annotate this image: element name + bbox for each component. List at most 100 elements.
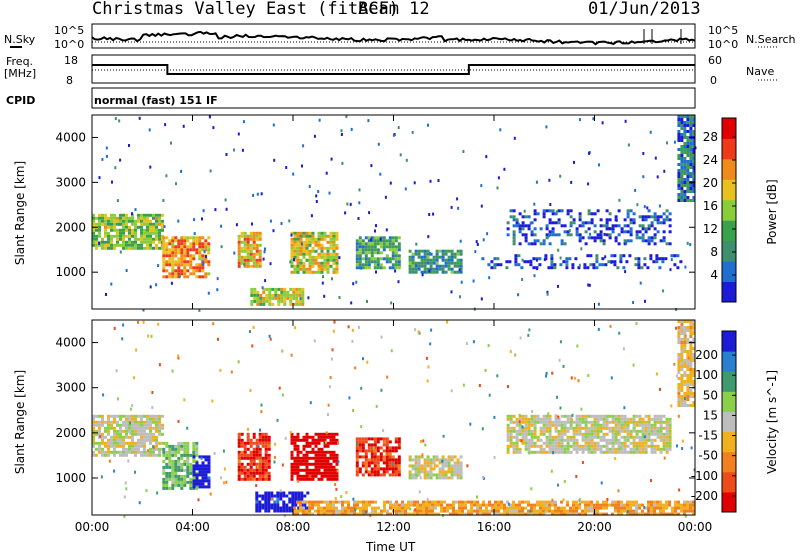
data-cell xyxy=(92,234,95,238)
data-cell xyxy=(189,480,193,484)
data-cell xyxy=(613,254,617,258)
data-cell xyxy=(276,494,280,498)
noise-frame xyxy=(91,23,696,49)
data-cell xyxy=(638,503,641,507)
data-cell xyxy=(450,267,454,271)
data-cell xyxy=(506,426,510,430)
scatter-cell xyxy=(255,484,258,487)
data-cell xyxy=(364,455,368,459)
data-cell xyxy=(335,252,339,256)
data-cell xyxy=(168,486,172,490)
data-cell xyxy=(680,175,684,178)
data-cell xyxy=(590,221,594,225)
data-cell xyxy=(171,444,175,448)
data-cell xyxy=(143,222,146,226)
data-cell xyxy=(131,441,134,445)
data-cell xyxy=(458,509,461,513)
data-cell xyxy=(441,470,445,474)
data-cell xyxy=(689,374,693,377)
data-cell xyxy=(297,506,301,510)
data-cell xyxy=(264,456,268,460)
data-cell xyxy=(149,426,152,430)
data-cell xyxy=(285,509,289,513)
data-cell xyxy=(677,163,681,166)
data-cell xyxy=(459,476,463,480)
data-cell xyxy=(557,420,561,424)
data-cell xyxy=(512,506,515,510)
data-cell xyxy=(249,249,253,253)
data-cell xyxy=(314,270,318,274)
data-cell xyxy=(101,222,104,226)
scatter-cell xyxy=(677,414,680,418)
data-cell xyxy=(195,461,199,465)
data-cell xyxy=(186,447,190,451)
data-cell xyxy=(143,231,146,235)
data-cell xyxy=(149,231,152,235)
data-cell xyxy=(373,248,377,252)
data-cell xyxy=(575,447,579,451)
data-cell xyxy=(686,341,690,344)
data-cell xyxy=(128,450,131,454)
data-cell xyxy=(332,231,336,235)
data-cell xyxy=(110,240,113,244)
data-cell xyxy=(456,470,460,474)
data-cell xyxy=(595,257,599,261)
data-cell xyxy=(425,506,428,510)
data-cell xyxy=(119,243,122,247)
data-cell xyxy=(314,237,318,241)
scatter-cell xyxy=(548,178,551,182)
data-cell xyxy=(267,453,271,457)
scatter-cell xyxy=(420,440,422,443)
data-cell xyxy=(641,432,645,436)
data-cell xyxy=(207,242,211,246)
data-cell xyxy=(125,246,128,250)
data-cell xyxy=(201,242,205,246)
data-cell xyxy=(388,257,392,261)
data-cell xyxy=(113,246,116,250)
data-cell xyxy=(143,228,146,232)
data-cell xyxy=(641,441,645,445)
data-cell xyxy=(530,450,534,454)
scatter-cell xyxy=(260,192,263,196)
data-cell xyxy=(98,450,101,454)
scatter-cell xyxy=(274,442,277,446)
scatter-cell xyxy=(307,296,310,300)
data-cell xyxy=(379,446,383,450)
data-cell xyxy=(293,441,297,445)
data-cell xyxy=(98,231,101,235)
scatter-cell xyxy=(182,124,185,128)
scatter-cell xyxy=(484,368,487,372)
data-cell xyxy=(452,500,455,504)
data-cell xyxy=(329,432,333,436)
data-cell xyxy=(533,509,536,513)
data-cell xyxy=(680,196,684,199)
data-cell xyxy=(95,453,98,457)
data-cell xyxy=(414,261,418,265)
data-cell xyxy=(605,417,609,421)
data-cell xyxy=(165,248,169,252)
scatter-cell xyxy=(129,421,131,425)
data-cell xyxy=(198,248,202,252)
data-cell xyxy=(632,500,635,504)
data-cell xyxy=(601,257,605,261)
data-cell xyxy=(262,296,266,300)
data-cell xyxy=(110,225,113,229)
data-cell xyxy=(258,471,262,475)
data-cell xyxy=(419,509,422,513)
data-cell xyxy=(620,503,623,507)
data-cell xyxy=(104,240,107,244)
scatter-cell xyxy=(676,374,678,378)
data-cell xyxy=(521,438,525,442)
data-cell xyxy=(301,299,305,303)
data-cell xyxy=(152,417,155,421)
data-cell xyxy=(589,254,593,258)
data-cell xyxy=(530,414,534,418)
data-cell xyxy=(376,242,380,246)
data-cell xyxy=(434,506,437,510)
data-cell xyxy=(545,435,549,439)
data-cell xyxy=(423,270,427,274)
data-cell xyxy=(183,236,187,240)
data-cell xyxy=(367,470,371,474)
data-cell xyxy=(293,240,297,244)
data-cell xyxy=(119,417,122,421)
